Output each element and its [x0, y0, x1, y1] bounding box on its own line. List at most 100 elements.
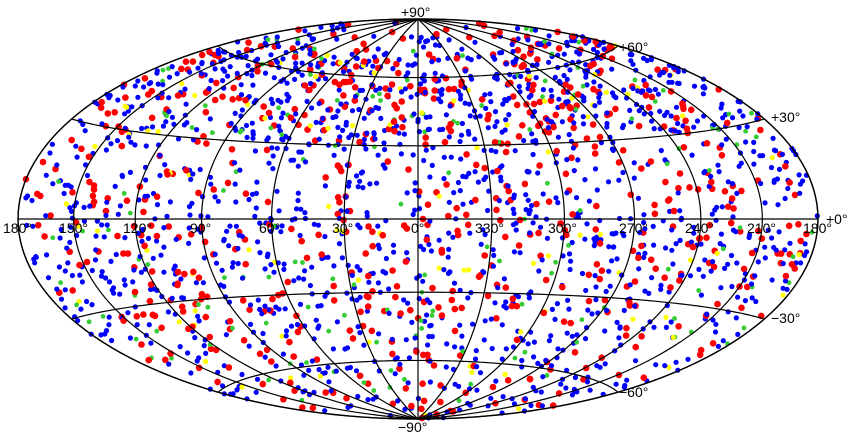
data-point-blue [769, 277, 775, 283]
data-point-blue [446, 246, 452, 252]
data-point-yellow [202, 358, 209, 365]
data-point-red [122, 94, 129, 101]
data-point-green [519, 301, 525, 307]
data-point-red [803, 230, 810, 238]
data-point-blue [389, 336, 395, 342]
data-point-blue [646, 290, 652, 296]
data-point-blue [586, 198, 593, 204]
data-point-red [530, 100, 538, 108]
data-point-blue [543, 357, 549, 363]
data-point-blue [457, 188, 463, 194]
data-point-red [502, 148, 510, 156]
data-point-blue [482, 318, 488, 324]
data-point-blue [492, 300, 498, 306]
data-point-red [190, 268, 197, 276]
data-point-blue [149, 124, 156, 130]
data-point-blue [404, 190, 410, 196]
data-point-green [404, 77, 410, 83]
data-point-blue [609, 146, 616, 152]
data-point-red [710, 263, 718, 271]
data-point-blue [451, 190, 457, 196]
data-point-blue [642, 288, 648, 294]
data-point-red [140, 208, 147, 216]
data-point-red [443, 181, 450, 188]
data-point-blue [698, 292, 705, 298]
data-point-blue [343, 194, 349, 200]
data-point-blue [375, 280, 381, 286]
data-point-red [138, 341, 145, 348]
data-point-blue [62, 305, 68, 311]
data-point-blue [412, 207, 418, 213]
data-point-blue [143, 177, 149, 183]
data-point-green [468, 381, 474, 387]
data-point-red [723, 119, 731, 127]
data-point-red [165, 223, 172, 230]
data-point-blue [753, 298, 759, 305]
data-point-red [90, 198, 98, 206]
data-point-red [590, 85, 597, 93]
data-point-red [356, 138, 363, 146]
data-point-blue [306, 367, 312, 373]
data-point-blue [223, 332, 229, 338]
data-point-blue [719, 101, 725, 107]
lat-label-m30: −30° [771, 310, 800, 326]
data-point-blue [275, 97, 281, 103]
data-point-blue [325, 107, 331, 113]
data-point-green [577, 208, 583, 213]
data-point-red [384, 158, 392, 165]
data-point-blue [500, 101, 506, 107]
data-point-red [791, 191, 799, 199]
data-point-blue [233, 223, 239, 229]
data-point-blue [785, 185, 791, 192]
data-point-blue [357, 330, 363, 336]
data-point-blue [68, 224, 74, 230]
data-point-blue [592, 273, 598, 279]
data-point-blue [98, 332, 104, 338]
data-point-blue [253, 389, 259, 395]
data-point-blue [675, 190, 681, 196]
data-point-blue [232, 181, 238, 187]
data-point-red [360, 58, 368, 65]
data-point-blue [597, 83, 603, 89]
data-point-red [724, 203, 732, 210]
data-point-blue [110, 285, 117, 291]
data-point-blue [614, 256, 620, 262]
data-point-blue [304, 98, 310, 104]
data-point-blue [132, 83, 138, 89]
data-point-blue [493, 149, 499, 155]
data-point-blue [637, 229, 643, 236]
data-point-red [591, 150, 599, 157]
data-point-blue [361, 136, 367, 143]
data-point-blue [276, 208, 282, 214]
data-point-blue [279, 223, 285, 229]
data-point-blue [632, 358, 639, 364]
data-point-red [407, 306, 414, 314]
data-point-red [389, 267, 396, 274]
data-point-red [489, 383, 497, 391]
data-point-blue [239, 275, 246, 281]
data-point-blue [343, 119, 349, 125]
data-point-blue [297, 301, 304, 307]
data-point-red [230, 84, 237, 92]
data-point-blue [459, 120, 465, 127]
data-point-red [114, 232, 121, 240]
data-point-blue [606, 268, 612, 274]
data-point-blue [274, 34, 280, 40]
data-point-blue [499, 322, 505, 328]
data-point-blue [405, 380, 411, 386]
data-point-green [576, 39, 582, 45]
data-point-red [660, 123, 668, 130]
data-point-blue [620, 122, 627, 128]
data-point-blue [696, 266, 702, 272]
data-point-red [788, 261, 796, 268]
data-point-blue [510, 344, 517, 350]
data-point-green [86, 319, 92, 325]
data-point-blue [768, 164, 775, 171]
data-point-blue [291, 278, 297, 284]
data-point-blue [154, 202, 161, 208]
data-point-blue [405, 300, 411, 306]
data-point-blue [439, 91, 445, 97]
data-point-blue [29, 197, 35, 204]
data-point-blue [104, 199, 110, 205]
data-point-blue [313, 317, 319, 323]
